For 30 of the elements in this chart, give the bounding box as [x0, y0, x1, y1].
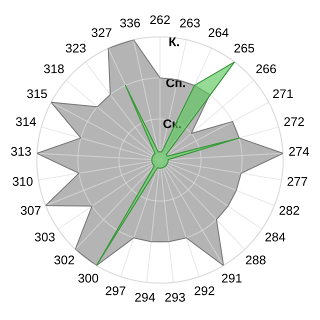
spoke-label: 307	[20, 206, 41, 215]
spoke-label: 293	[165, 292, 185, 302]
spoke-label: 263	[180, 18, 200, 28]
spoke-label: 310	[12, 177, 33, 186]
spoke-label: 264	[208, 28, 228, 38]
spoke-label: 288	[246, 256, 266, 264]
spoke-label: 313	[11, 146, 31, 156]
spoke-label: 284	[265, 232, 286, 242]
spoke-label: 303	[34, 232, 55, 242]
spoke-label: 277	[288, 177, 308, 186]
spoke-label: 292	[194, 286, 214, 296]
spoke-label: 300	[78, 274, 98, 283]
spoke-label: 262	[150, 15, 170, 24]
spoke-label: 291	[222, 274, 242, 283]
y-tick-label: К.	[169, 38, 179, 46]
spoke-label: 336	[120, 18, 140, 28]
spoke-label: 266	[256, 64, 276, 74]
spoke-label: 274	[289, 146, 310, 156]
spoke-label: 272	[284, 117, 304, 126]
spoke-label: 327	[92, 28, 112, 38]
spoke-label: 315	[27, 89, 47, 98]
spoke-label: 271	[273, 89, 293, 98]
spoke-label: 323	[66, 44, 86, 53]
spoke-label: 265	[234, 44, 254, 53]
spoke-label: 294	[135, 292, 156, 302]
spoke-label: 302	[54, 256, 74, 264]
spoke-label: 297	[106, 286, 126, 296]
spoke-label: 318	[44, 64, 64, 74]
spoke-label: 314	[16, 117, 36, 126]
spoke-label: 282	[279, 206, 300, 215]
